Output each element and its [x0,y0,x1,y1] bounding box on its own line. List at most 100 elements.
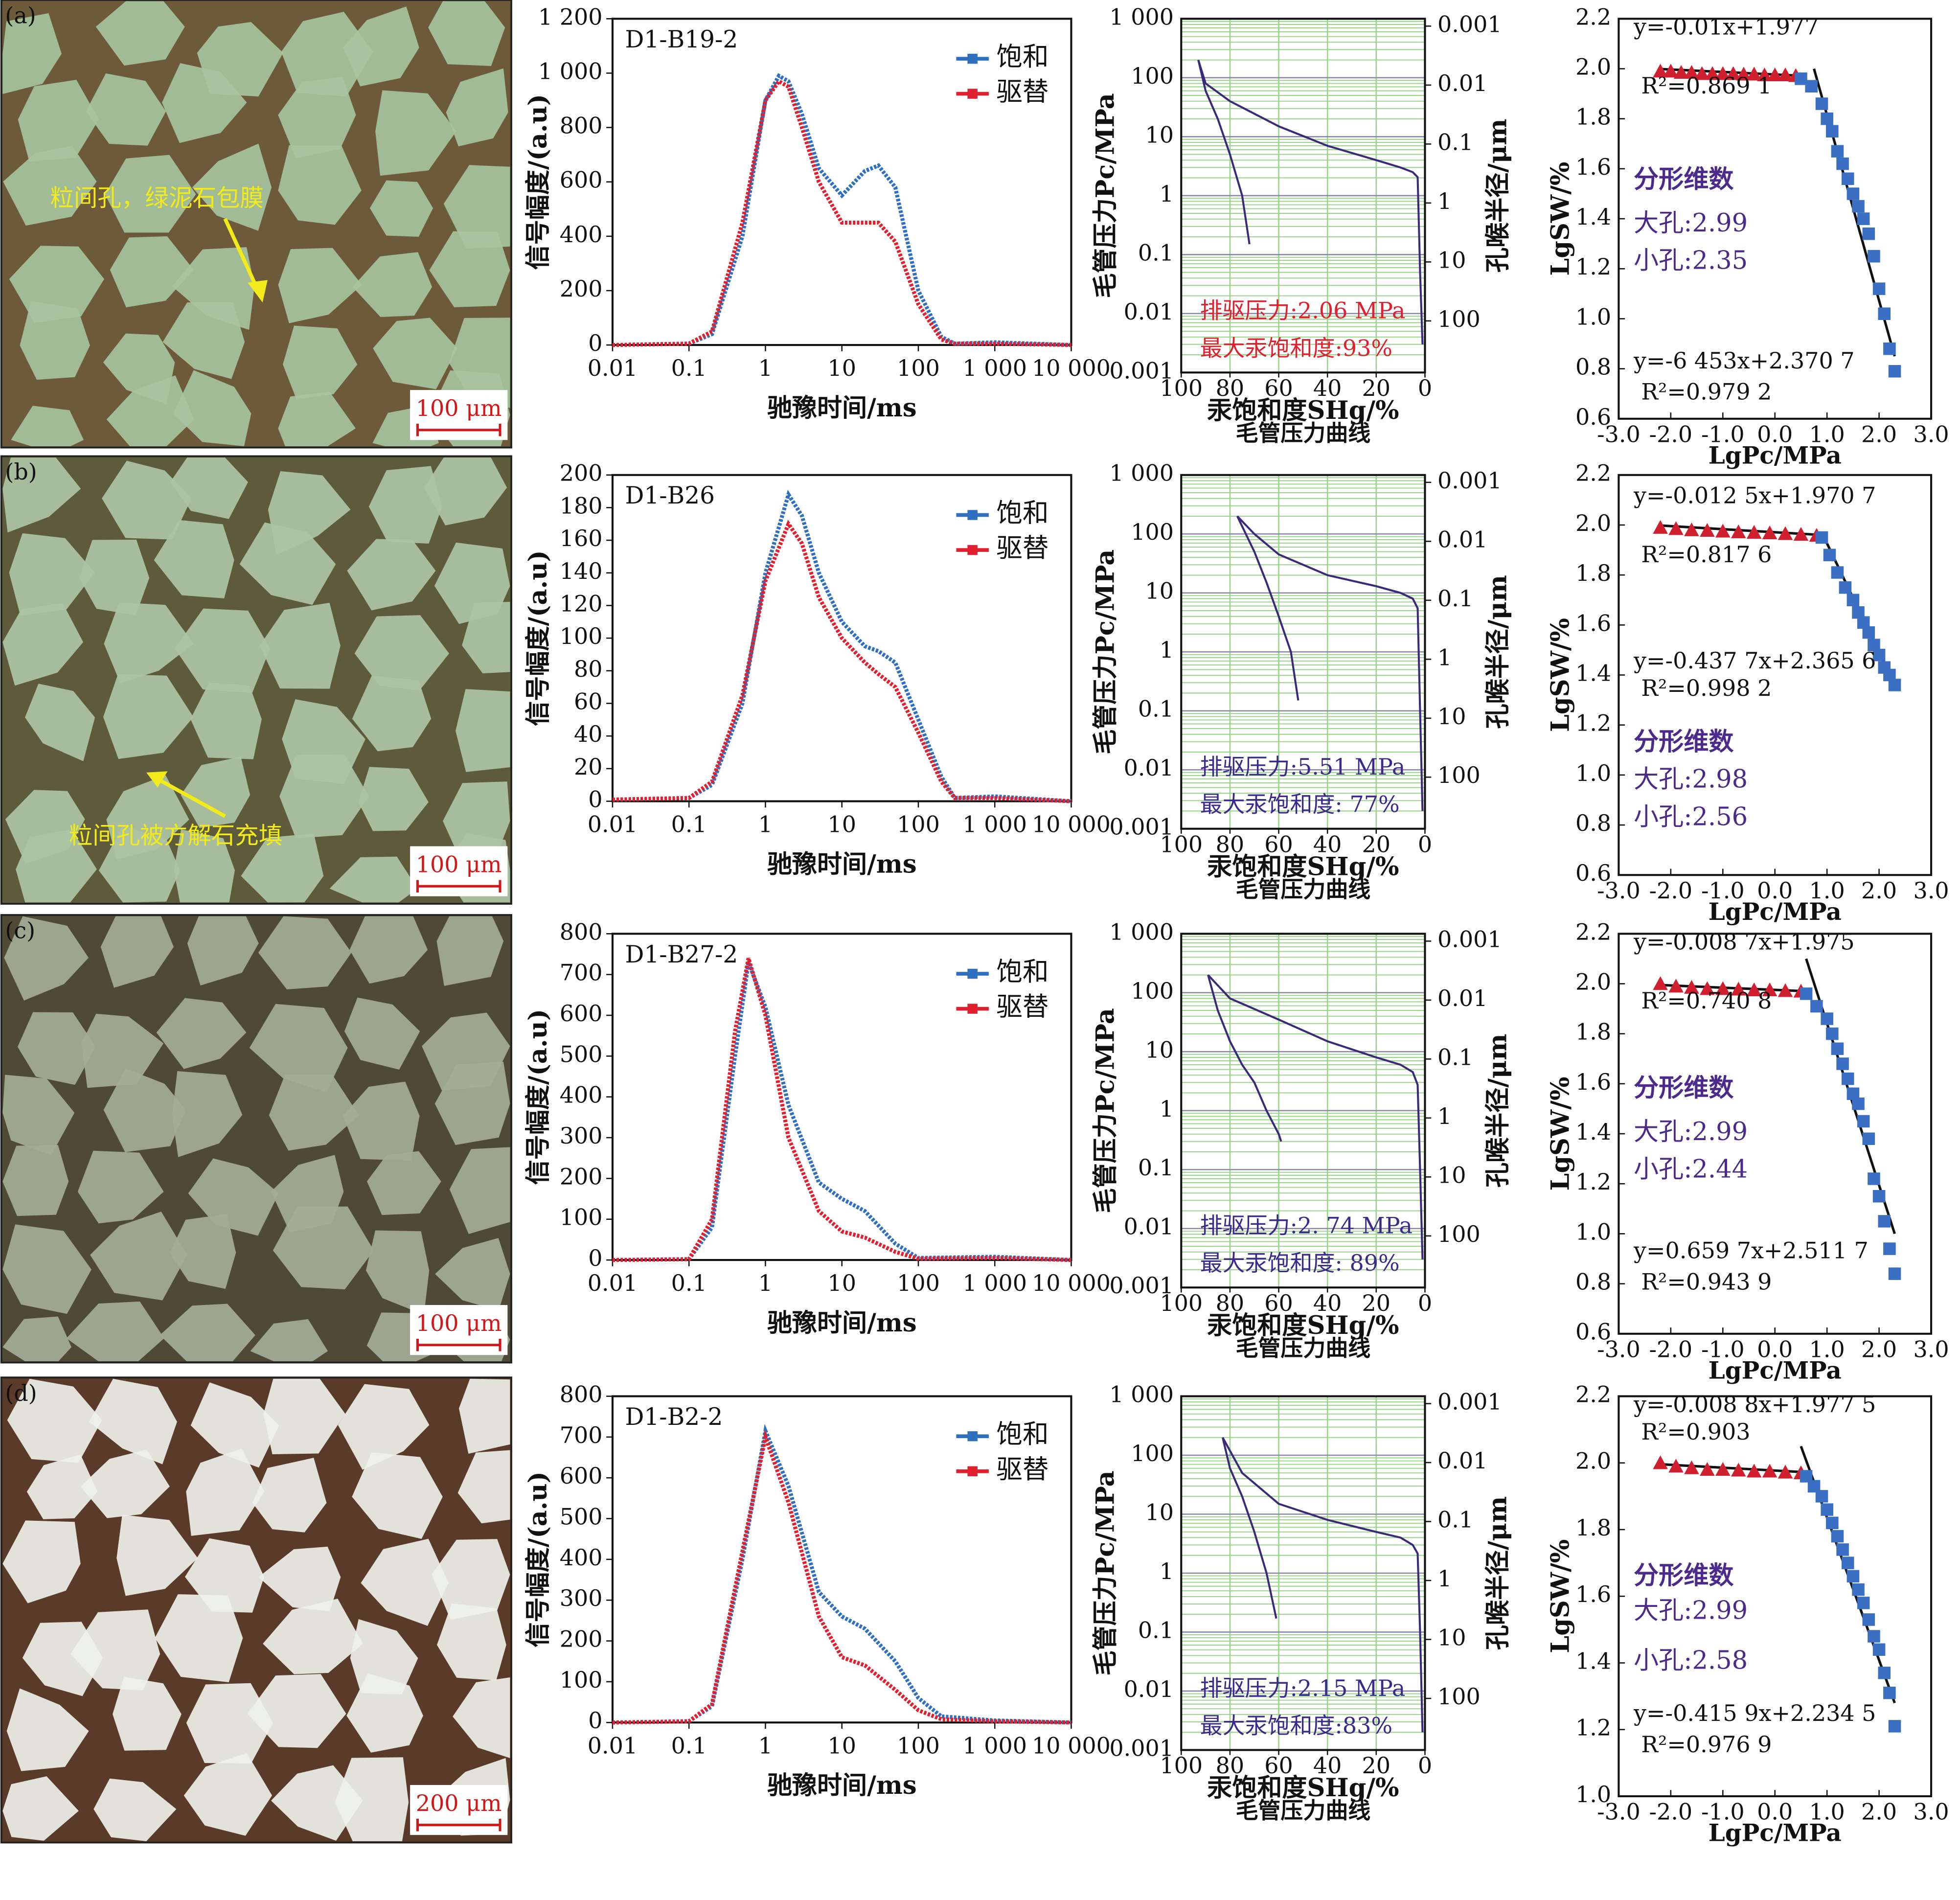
data-point [1684,65,1699,79]
y2-tick-label: 0.001 [1437,11,1502,37]
grain [2,1520,81,1603]
grain [358,767,429,831]
legend-label: 驱替 [996,532,1048,563]
annotation: 最大汞饱和度: 89% [1200,1250,1400,1276]
y-axis-label: 信号幅度/(a.u) [524,94,553,270]
grain [346,1673,423,1753]
y2-tick-label: 10 [1437,703,1466,730]
y-tick-label: 1 000 [1109,1381,1174,1407]
grain [156,998,247,1069]
x-tick-label: 1 000 [962,355,1027,381]
y-tick-label: 1 [1160,637,1174,663]
y-tick-label: 1 200 [538,3,603,30]
grain [279,754,369,839]
y-tick-label: 800 [560,113,603,139]
y-tick-label: 2.2 [1575,3,1611,30]
fractal-dimension: 小孔:2.58 [1634,1647,1748,1675]
data-point [1831,1530,1844,1543]
x-tick-label: 0.01 [588,355,638,381]
annotation: 最大汞饱和度:83% [1200,1712,1392,1739]
x-axis-label: 汞饱和度SHg/% [1207,396,1399,425]
data-point [1726,66,1741,80]
y-tick-label: 1.2 [1575,710,1611,736]
legend-label: 饱和 [996,1419,1048,1449]
y-tick-label: 100 [1131,978,1174,1004]
data-point [1878,307,1891,320]
data-point [1878,1215,1891,1228]
y-tick-label: 2.0 [1575,968,1611,995]
x-tick-label: 1 [758,355,773,381]
legend-marker [967,968,978,979]
y2-tick-label: 10 [1437,1625,1466,1651]
data-point [1684,980,1699,994]
grain [453,1677,510,1759]
curve [1236,515,1424,811]
y2-tick-label: 0.1 [1437,129,1473,155]
x-tick-label: 2.0 [1861,1799,1897,1825]
data-point [1839,581,1852,594]
x-tick-label: 0.0 [1757,1799,1793,1825]
fractal-dimension: 大孔:2.99 [1634,1596,1748,1625]
plot-frame [1180,18,1426,374]
y-tick-label: 2.2 [1575,460,1611,486]
y2-tick-label: 0.1 [1437,1044,1473,1070]
fit-equation: y=-0.012 5x+1.970 7 [1633,482,1876,509]
y-tick-label: 10 [1145,1499,1174,1525]
grain [437,1603,506,1681]
grain [170,457,249,519]
x-tick-label: 20 [1362,1290,1390,1316]
y-tick-label: 800 [560,1381,603,1407]
y2-tick-label: 0.001 [1437,1389,1502,1415]
y-tick-label: 0 [588,786,602,813]
y-tick-label: 1.4 [1575,660,1611,686]
data-point [1826,125,1839,138]
y-tick-label: 0 [588,1245,602,1271]
y-tick-label: 1.0 [1575,303,1611,330]
x-axis-label: LgPc/MPa [1709,1356,1842,1384]
y-axis-label: 信号幅度/(a.u) [524,550,553,726]
grain [429,231,510,307]
legend-marker [967,510,978,520]
y-tick-label: 700 [560,960,603,986]
grain [432,1539,510,1620]
y-tick-label: 80 [574,656,603,682]
grain [3,145,97,226]
y2-tick-label: 0.01 [1437,1447,1487,1474]
fit-equation: y=-0.437 7x+2.365 6 [1633,647,1876,674]
fit-equation: y=-0.008 7x+1.975 [1633,929,1855,955]
grain [100,916,174,988]
data-point [1888,679,1901,691]
x-tick-label: 80 [1216,1290,1245,1316]
subtitle: 毛管压力曲线 [1235,420,1370,446]
fit-r2: R²=0.740 8 [1641,987,1772,1014]
x-tick-label: 80 [1216,831,1245,857]
data-point [1868,639,1880,651]
data-point [1778,1465,1793,1479]
y-tick-label: 140 [560,558,603,584]
annotation: 最大汞饱和度: 77% [1200,791,1400,818]
data-point [1862,1132,1875,1145]
grain [434,1061,510,1145]
grain [154,520,234,598]
data-point [1746,525,1762,539]
panel-label: (c) [5,917,35,944]
x-tick-label: 1 000 [962,1270,1027,1296]
y-tick-label: 1.0 [1575,1218,1611,1245]
y-axis-label: LgSW/% [1546,1539,1575,1653]
y-axis-label: LgSW/% [1546,1076,1575,1190]
grain [173,370,251,446]
y-tick-label: 0.1 [1138,696,1174,722]
y-tick-label: 1.4 [1575,204,1611,230]
grain [17,1012,96,1085]
data-point [1731,982,1746,996]
y-tick-label: 400 [560,1082,603,1108]
data-point [1815,97,1828,110]
grain [185,1538,264,1613]
y2-tick-label: 10 [1437,1162,1466,1188]
x-tick-label: 0 [1418,1752,1432,1779]
x-tick-label: 1 [758,1732,773,1759]
data-point [1653,1455,1668,1469]
grain [278,248,362,323]
curve [1197,60,1251,245]
